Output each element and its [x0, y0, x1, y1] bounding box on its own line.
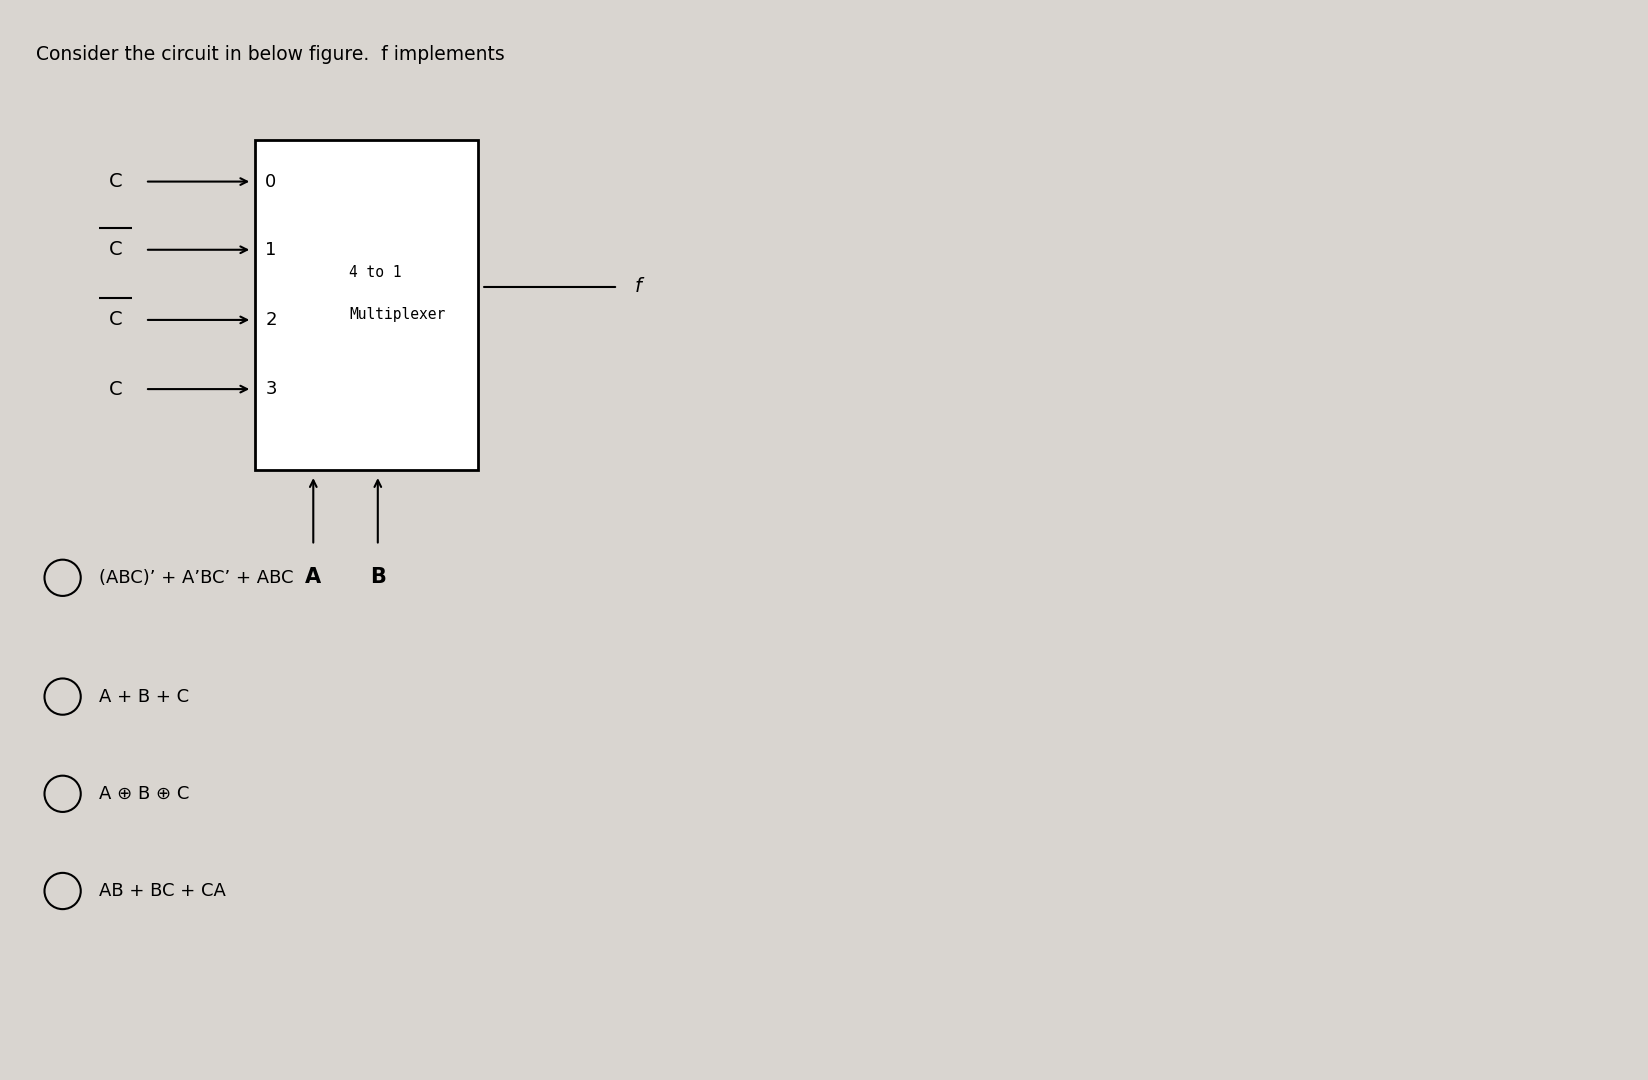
- Text: Consider the circuit in below figure.  f implements: Consider the circuit in below figure. f …: [36, 45, 504, 65]
- Text: (ABC)’ + A’BC’ + ABC: (ABC)’ + A’BC’ + ABC: [99, 569, 293, 586]
- Text: C: C: [109, 379, 122, 399]
- Text: B: B: [369, 567, 386, 588]
- Text: 4 to 1: 4 to 1: [349, 265, 402, 280]
- Text: C: C: [109, 240, 122, 259]
- Text: 0: 0: [265, 173, 277, 190]
- Text: 1: 1: [265, 241, 277, 259]
- Text: 2: 2: [265, 311, 277, 329]
- Text: 3: 3: [265, 380, 277, 399]
- Text: AB + BC + CA: AB + BC + CA: [99, 882, 226, 900]
- Text: f: f: [634, 278, 641, 297]
- Bar: [255, 140, 478, 470]
- Text: A + B + C: A + B + C: [99, 688, 190, 705]
- Text: A ⊕ B ⊕ C: A ⊕ B ⊕ C: [99, 785, 190, 802]
- Text: Multiplexer: Multiplexer: [349, 308, 445, 323]
- Text: A: A: [305, 567, 321, 588]
- Text: C: C: [109, 310, 122, 329]
- Text: C: C: [109, 172, 122, 191]
